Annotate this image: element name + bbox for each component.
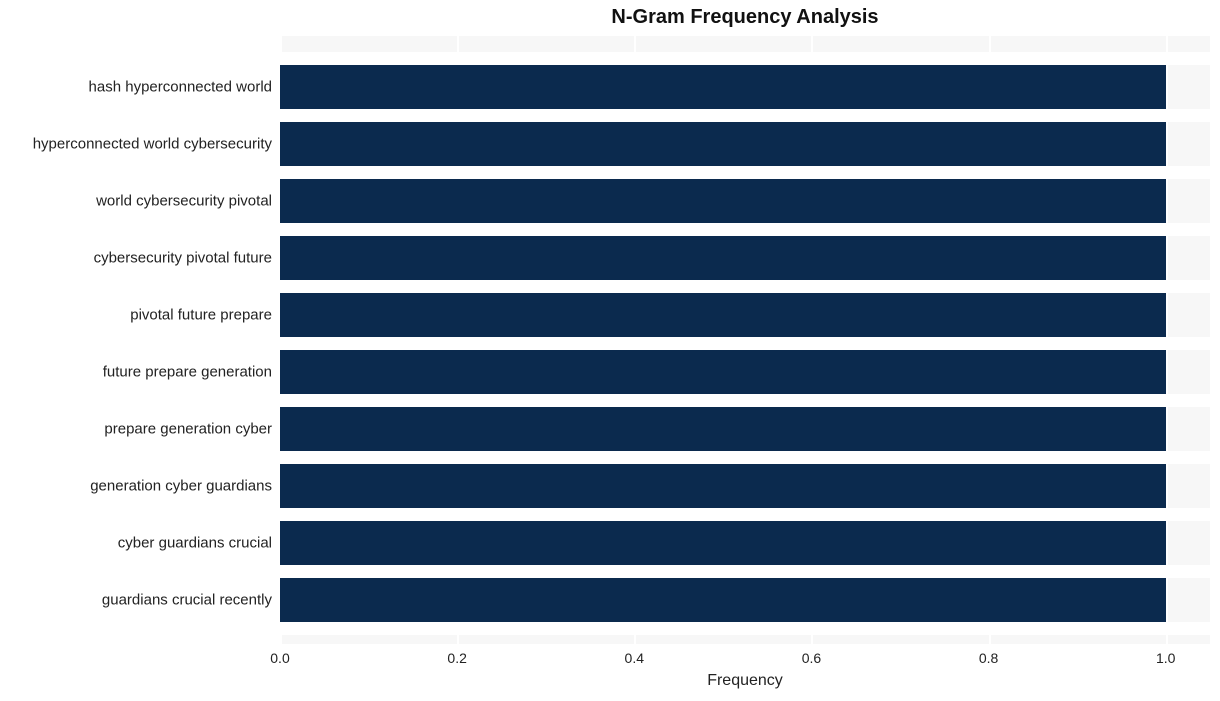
ngram-frequency-chart: N-Gram Frequency Analysis Frequency hash… — [0, 0, 1220, 701]
plot-band — [280, 508, 1210, 521]
plot-band — [280, 52, 1210, 65]
plot-band — [280, 223, 1210, 236]
bar — [280, 293, 1166, 337]
y-tick-label: future prepare generation — [2, 364, 272, 381]
plot-band — [280, 109, 1210, 122]
x-tick-label: 0.6 — [802, 650, 821, 666]
bar — [280, 122, 1166, 166]
grid-line — [1166, 36, 1168, 644]
plot-band — [280, 622, 1210, 635]
y-tick-label: cybersecurity pivotal future — [2, 250, 272, 267]
bar — [280, 65, 1166, 109]
bar — [280, 407, 1166, 451]
bar — [280, 578, 1166, 622]
y-tick-label: generation cyber guardians — [2, 478, 272, 495]
plot-band — [280, 565, 1210, 578]
bar — [280, 236, 1166, 280]
y-tick-label: hyperconnected world cybersecurity — [2, 136, 272, 153]
plot-band — [280, 280, 1210, 293]
x-tick-label: 1.0 — [1156, 650, 1175, 666]
x-axis-label: Frequency — [280, 672, 1210, 690]
bar — [280, 179, 1166, 223]
plot-band — [280, 337, 1210, 350]
bar — [280, 521, 1166, 565]
y-tick-label: cyber guardians crucial — [2, 535, 272, 552]
x-tick-label: 0.0 — [270, 650, 289, 666]
plot-band — [280, 166, 1210, 179]
x-tick-label: 0.4 — [625, 650, 644, 666]
plot-area — [280, 36, 1210, 644]
x-tick-label: 0.8 — [979, 650, 998, 666]
bar — [280, 350, 1166, 394]
x-tick-label: 0.2 — [447, 650, 466, 666]
y-tick-label: hash hyperconnected world — [2, 79, 272, 96]
y-tick-label: prepare generation cyber — [2, 421, 272, 438]
y-tick-label: world cybersecurity pivotal — [2, 193, 272, 210]
y-tick-label: pivotal future prepare — [2, 307, 272, 324]
plot-band — [280, 394, 1210, 407]
bar — [280, 464, 1166, 508]
plot-band — [280, 451, 1210, 464]
y-tick-label: guardians crucial recently — [2, 592, 272, 609]
chart-title: N-Gram Frequency Analysis — [280, 6, 1210, 29]
